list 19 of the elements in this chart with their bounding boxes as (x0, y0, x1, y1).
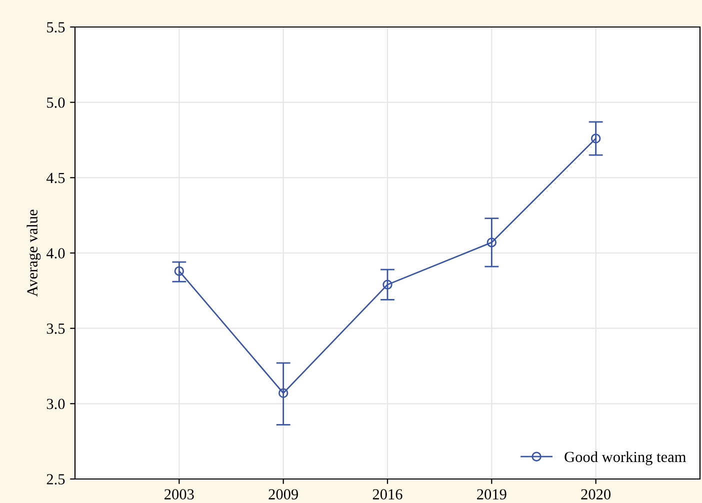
y-tick-label: 2.5 (46, 474, 65, 485)
point (278, 388, 288, 398)
x-tick-label: 2016 (372, 489, 402, 500)
point (174, 266, 184, 276)
y-tick-label: 3.0 (46, 398, 65, 410)
y-axis-title: Average value (26, 210, 41, 297)
y-tick-label: 4.5 (46, 172, 65, 184)
y-tick-label: 5.0 (47, 97, 65, 108)
x-tick-label: 2020 (581, 489, 611, 500)
point (382, 280, 392, 290)
y-tick-label: 3.5 (46, 324, 65, 334)
y-tick-label: 5.5 (47, 22, 65, 33)
point (486, 238, 497, 248)
legend-label: Good working team (564, 451, 686, 466)
y-tick-label: 4.0 (46, 248, 65, 259)
x-tick-label: 2003 (164, 489, 194, 500)
x-tick-label: 2009 (268, 489, 298, 500)
point (590, 134, 601, 144)
x-tick-label: 2019 (477, 489, 506, 500)
